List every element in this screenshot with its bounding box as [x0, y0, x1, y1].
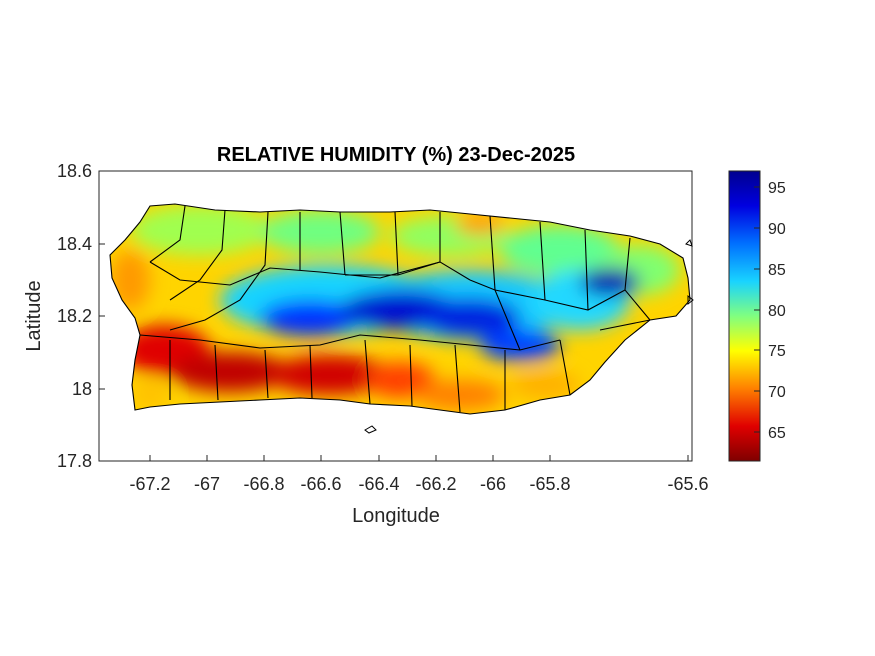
- x-tick-label: -67.2: [129, 474, 170, 494]
- colorbar-tick-label: 90: [768, 221, 786, 238]
- x-axis-label: Longitude: [352, 505, 440, 527]
- humidity-field: [110, 204, 690, 414]
- x-tick-label: -66: [480, 474, 506, 494]
- colorbar-ticks: 95 90 85 80 75 70 65: [754, 180, 786, 442]
- colorbar-tick-label: 70: [768, 384, 786, 401]
- map-title: RELATIVE HUMIDITY (%) 23-Dec-2025: [217, 144, 575, 166]
- x-tick-label: -67: [194, 474, 220, 494]
- y-axis-label: Latitude: [23, 280, 45, 351]
- colorbar-tick-label: 80: [768, 303, 786, 320]
- x-axis: -67.2 -67 -66.8 -66.6 -66.4 -66.2 -66 -65.8 -65.…: [129, 455, 709, 494]
- x-tick-label: -66.2: [415, 474, 456, 494]
- x-tick-label: -66.8: [243, 474, 284, 494]
- y-tick-label: 18: [72, 379, 92, 399]
- colorbar: [728, 170, 761, 462]
- islets: [364, 239, 694, 434]
- municipal-boundaries: [109, 203, 691, 415]
- y-tick-label: 18.2: [57, 306, 92, 326]
- y-tick-label: 18.4: [57, 234, 92, 254]
- x-tick-label: -65.6: [667, 474, 708, 494]
- x-tick-label: -66.6: [300, 474, 341, 494]
- x-tick-label: -66.4: [358, 474, 399, 494]
- x-tick-label: -65.8: [529, 474, 570, 494]
- colorbar-tick-label: 75: [768, 343, 786, 360]
- y-axis: 18.6 18.4 18.2 18 17.8: [57, 161, 105, 471]
- y-tick-label: 17.8: [57, 451, 92, 471]
- colorbar-tick-label: 85: [768, 262, 786, 279]
- y-tick-label: 18.6: [57, 161, 92, 181]
- colorbar-tick-label: 65: [768, 425, 786, 442]
- colorbar-tick-label: 95: [768, 180, 786, 197]
